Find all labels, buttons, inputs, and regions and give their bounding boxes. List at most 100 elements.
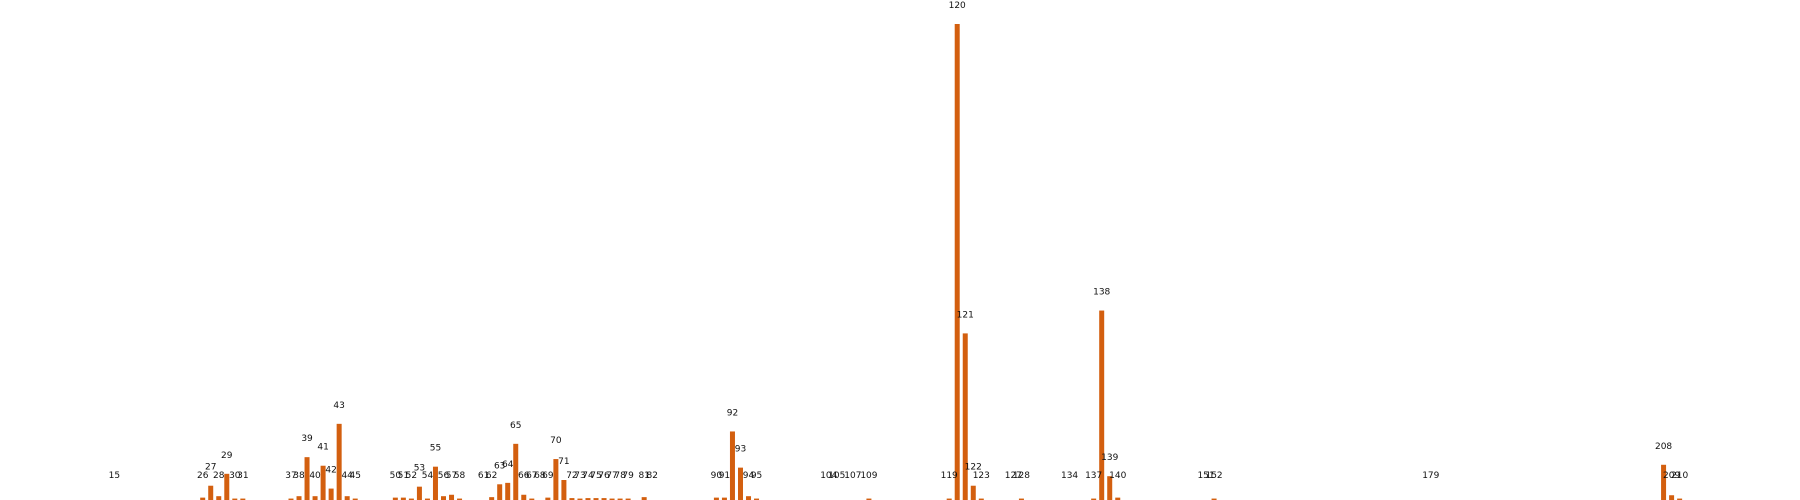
bar-label-179: 179 — [1422, 471, 1439, 481]
bar-39 — [304, 457, 310, 500]
bar-138 — [1099, 310, 1105, 500]
bar-label-82: 82 — [646, 471, 657, 481]
bar-208 — [1661, 464, 1667, 500]
bar-29 — [224, 473, 230, 500]
bar-78 — [617, 498, 623, 500]
bar-50 — [392, 497, 398, 500]
bar-65 — [513, 443, 519, 500]
bar-label-28: 28 — [213, 471, 225, 481]
bar-44 — [344, 496, 350, 500]
bar-75 — [593, 498, 599, 500]
bar-210 — [1677, 498, 1683, 500]
bar-label-74: 74 — [582, 471, 594, 481]
bar-41 — [320, 465, 326, 500]
bar-73 — [577, 498, 583, 500]
bar-label-26: 26 — [197, 471, 209, 481]
bar-label-38: 38 — [293, 471, 305, 481]
bar-53 — [416, 486, 422, 500]
bar-label-29: 29 — [221, 451, 233, 461]
bar-128 — [1018, 498, 1024, 500]
bar-30 — [232, 498, 238, 500]
bar-28 — [216, 496, 222, 500]
bar-label-71: 71 — [558, 457, 569, 467]
bar-43 — [336, 423, 342, 500]
bar-69 — [545, 497, 551, 500]
bar-label-64: 64 — [502, 460, 514, 470]
bar-79 — [625, 498, 631, 500]
bar-92 — [729, 431, 735, 500]
bar-label-79: 79 — [622, 471, 634, 481]
bar-70 — [553, 459, 559, 500]
bar-label-122: 122 — [965, 463, 982, 473]
bar-label-55: 55 — [430, 444, 441, 454]
bar-label-70: 70 — [550, 436, 562, 446]
bar-139 — [1107, 476, 1113, 500]
bar-label-90: 90 — [711, 471, 723, 481]
bar-74 — [585, 498, 591, 500]
bar-55 — [432, 466, 438, 500]
bar-label-139: 139 — [1101, 453, 1118, 463]
bar-label-51: 51 — [398, 471, 409, 481]
bar-label-69: 69 — [542, 471, 554, 481]
bar-label-56: 56 — [438, 471, 450, 481]
bar-label-68: 68 — [534, 471, 546, 481]
bar-121 — [962, 333, 968, 500]
bar-label-77: 77 — [606, 471, 617, 481]
bar-37 — [288, 498, 294, 500]
bar-66 — [521, 494, 527, 500]
bar-label-94: 94 — [743, 471, 755, 481]
bar-76 — [601, 498, 607, 500]
bar-label-42: 42 — [325, 466, 336, 476]
bar-109 — [866, 498, 872, 500]
bar-40 — [312, 496, 318, 500]
bar-94 — [746, 496, 752, 500]
bar-label-134: 134 — [1061, 471, 1078, 481]
bar-label-210: 210 — [1671, 471, 1688, 481]
bar-45 — [352, 498, 358, 500]
bar-label-52: 52 — [406, 471, 417, 481]
bar-95 — [754, 498, 760, 500]
bar-label-62: 62 — [486, 471, 497, 481]
bar-label-67: 67 — [526, 471, 537, 481]
bar-122 — [970, 485, 976, 500]
bar-label-91: 91 — [719, 471, 730, 481]
bar-label-123: 123 — [973, 471, 990, 481]
bar-label-27: 27 — [205, 463, 216, 473]
bar-label-104: 104 — [820, 471, 837, 481]
bar-label-93: 93 — [735, 445, 746, 455]
bar-label-41: 41 — [317, 443, 328, 453]
bar-label-75: 75 — [590, 471, 601, 481]
bar-label-128: 128 — [1013, 471, 1030, 481]
bar-label-140: 140 — [1109, 471, 1126, 481]
bar-label-57: 57 — [446, 471, 457, 481]
bar-label-81: 81 — [638, 471, 649, 481]
bar-label-92: 92 — [727, 408, 738, 418]
bar-54 — [424, 498, 430, 500]
bar-label-73: 73 — [574, 471, 585, 481]
bar-label-78: 78 — [614, 471, 626, 481]
bar-62 — [489, 497, 495, 500]
bar-label-50: 50 — [390, 471, 402, 481]
bar-38 — [296, 496, 302, 500]
bar-26 — [200, 497, 206, 500]
bar-27 — [208, 485, 214, 500]
bar-67 — [529, 498, 535, 500]
bar-90 — [713, 497, 719, 500]
bar-64 — [505, 482, 511, 500]
bar-137 — [1091, 498, 1097, 500]
bar-label-61: 61 — [478, 471, 489, 481]
bar-91 — [721, 497, 727, 500]
bar-57 — [449, 494, 455, 500]
bar-label-63: 63 — [494, 461, 505, 471]
bar-label-66: 66 — [518, 471, 530, 481]
bar-label-65: 65 — [510, 421, 521, 431]
bar-label-152: 152 — [1205, 471, 1222, 481]
bar-71 — [561, 480, 567, 500]
bar-label-120: 120 — [949, 1, 966, 11]
bar-label-54: 54 — [422, 471, 434, 481]
bar-label-107: 107 — [844, 471, 861, 481]
bar-label-121: 121 — [957, 310, 974, 320]
bar-120 — [954, 24, 960, 500]
